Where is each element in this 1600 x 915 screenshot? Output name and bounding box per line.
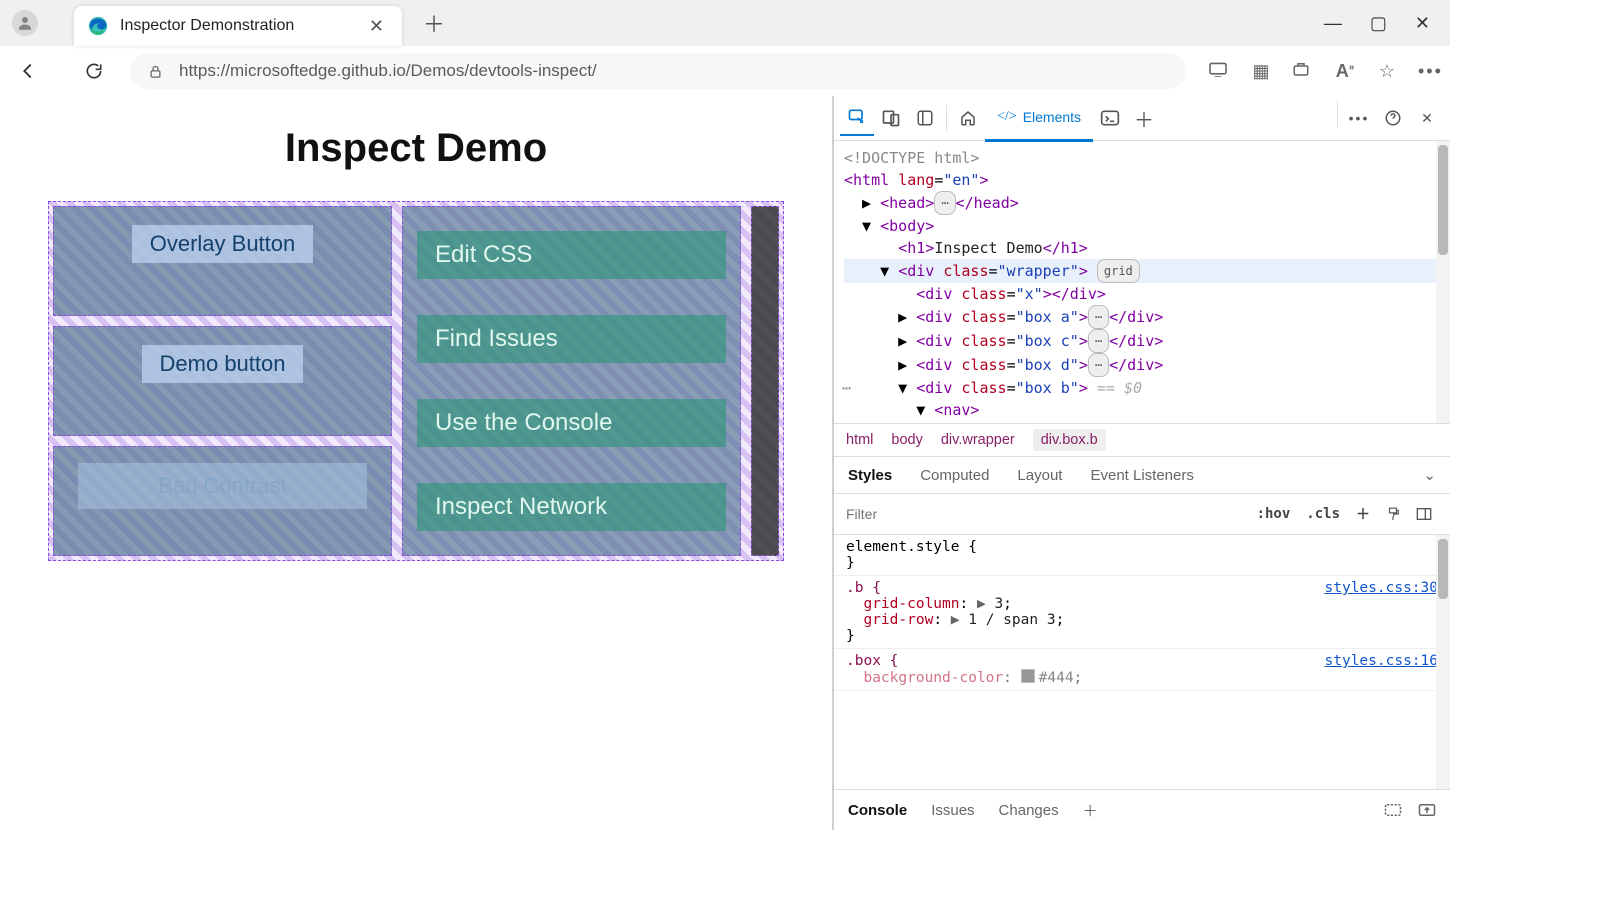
grid-cell-a3: Bad Contrast xyxy=(53,446,392,556)
devtools-more-icon[interactable]: ••• xyxy=(1342,101,1376,135)
maximize-button[interactable]: ▢ xyxy=(1370,13,1387,34)
add-tab-button[interactable]: ＋ xyxy=(1127,101,1161,135)
page-heading: Inspect Demo xyxy=(48,126,784,171)
styles-filter-row: :hov .cls ＋ xyxy=(834,494,1450,535)
devtools-close-icon[interactable]: ✕ xyxy=(1410,101,1444,135)
overlay-button[interactable]: Overlay Button xyxy=(132,225,314,263)
cls-toggle[interactable]: .cls xyxy=(1298,506,1348,522)
url-text: https://microsoftedge.github.io/Demos/de… xyxy=(179,61,597,81)
profile-avatar[interactable] xyxy=(12,10,38,36)
url-box[interactable]: https://microsoftedge.github.io/Demos/de… xyxy=(130,53,1186,89)
nav-link-edit-css[interactable]: Edit CSS xyxy=(417,231,726,279)
pane-listeners[interactable]: Event Listeners xyxy=(1090,467,1193,484)
drawer-dock-icon[interactable] xyxy=(1384,803,1402,817)
extensions-icon[interactable]: ▦ xyxy=(1250,61,1272,82)
computed-toggle-icon[interactable] xyxy=(1408,507,1440,521)
pane-styles[interactable]: Styles xyxy=(848,467,892,484)
styles-filter-input[interactable] xyxy=(844,505,1249,523)
dom-tree[interactable]: <!DOCTYPE html> <html lang="en"> ▶ <head… xyxy=(834,141,1450,424)
grid-cell-a1: Overlay Button xyxy=(53,206,392,316)
crumb-selected[interactable]: div.box.b xyxy=(1033,429,1106,451)
browser-tab[interactable]: Inspector Demonstration ✕ xyxy=(74,6,402,46)
rule-link-b[interactable]: styles.css:30 xyxy=(1325,580,1439,596)
styles-scrollbar[interactable] xyxy=(1436,535,1450,789)
pane-computed[interactable]: Computed xyxy=(920,467,989,484)
devtools-drawer: Console Issues Changes ＋ xyxy=(834,789,1450,830)
crumb-wrapper[interactable]: div.wrapper xyxy=(941,432,1015,448)
new-rule-icon[interactable]: ＋ xyxy=(1348,504,1378,524)
device-toggle-button[interactable] xyxy=(874,101,908,135)
grid-nav-column: Edit CSS Find Issues Use the Console Ins… xyxy=(402,206,741,556)
devtools-toolbar: </>Elements ＋ ••• ✕ xyxy=(834,96,1450,141)
elements-tab[interactable]: </>Elements xyxy=(985,95,1093,142)
minimize-button[interactable]: — xyxy=(1324,13,1342,34)
activity-bar-button[interactable] xyxy=(908,101,942,135)
tab-close-icon[interactable]: ✕ xyxy=(365,16,388,37)
address-bar: https://microsoftedge.github.io/Demos/de… xyxy=(0,46,1450,97)
nav-link-inspect-network[interactable]: Inspect Network xyxy=(417,483,726,531)
favorite-icon[interactable]: ☆ xyxy=(1376,61,1398,82)
grid-cell-a2: Demo button xyxy=(53,326,392,436)
screencast-icon[interactable] xyxy=(1208,61,1230,82)
edge-icon xyxy=(88,16,108,36)
drawer-console[interactable]: Console xyxy=(848,802,907,819)
crumb-body[interactable]: body xyxy=(891,432,922,448)
inspect-element-button[interactable] xyxy=(840,100,874,136)
drawer-changes[interactable]: Changes xyxy=(999,802,1059,819)
bad-contrast-button[interactable]: Bad Contrast xyxy=(78,463,367,509)
crumb-html[interactable]: html xyxy=(846,432,873,448)
read-aloud-icon[interactable]: A» xyxy=(1334,61,1356,82)
rule-link-box[interactable]: styles.css:16 xyxy=(1325,653,1439,669)
paint-icon[interactable] xyxy=(1378,506,1408,522)
new-tab-button[interactable]: ＋ xyxy=(418,7,450,39)
refresh-button[interactable] xyxy=(76,53,112,89)
pane-layout[interactable]: Layout xyxy=(1017,467,1062,484)
drawer-add-icon[interactable]: ＋ xyxy=(1083,800,1098,821)
close-window-button[interactable]: ✕ xyxy=(1415,13,1430,34)
back-button[interactable] xyxy=(10,53,46,89)
collections-icon[interactable] xyxy=(1292,61,1314,82)
welcome-tab-icon[interactable] xyxy=(951,101,985,135)
hov-toggle[interactable]: :hov xyxy=(1249,506,1299,522)
tab-title: Inspector Demonstration xyxy=(120,17,365,35)
styles-rules[interactable]: element.style { } styles.css:30 .b { gri… xyxy=(834,535,1450,789)
drawer-issues[interactable]: Issues xyxy=(931,802,974,819)
nav-link-use-console[interactable]: Use the Console xyxy=(417,399,726,447)
demo-button[interactable]: Demo button xyxy=(142,345,304,383)
devtools-help-icon[interactable] xyxy=(1376,101,1410,135)
titlebar: Inspector Demonstration ✕ ＋ — ▢ ✕ xyxy=(0,0,1450,46)
devtools-panel: </>Elements ＋ ••• ✕ <!DOCTYPE html> xyxy=(832,96,1450,830)
page-viewport: Inspect Demo Overlay Button Edit CSS Fin… xyxy=(0,96,832,830)
lock-icon xyxy=(148,64,163,79)
grid-side-d xyxy=(751,206,779,556)
demo-grid-wrapper: Overlay Button Edit CSS Find Issues Use … xyxy=(48,201,784,561)
nav-link-find-issues[interactable]: Find Issues xyxy=(417,315,726,363)
pane-more-icon[interactable]: ⌄ xyxy=(1423,466,1436,484)
dom-breadcrumb: html body div.wrapper div.box.b xyxy=(834,424,1450,457)
console-tab-icon[interactable] xyxy=(1093,101,1127,135)
more-icon[interactable]: ••• xyxy=(1418,61,1440,82)
dom-scrollbar[interactable] xyxy=(1436,141,1450,423)
drawer-expand-icon[interactable] xyxy=(1418,803,1436,817)
styles-pane-tabs: Styles Computed Layout Event Listeners ⌄ xyxy=(834,457,1450,494)
